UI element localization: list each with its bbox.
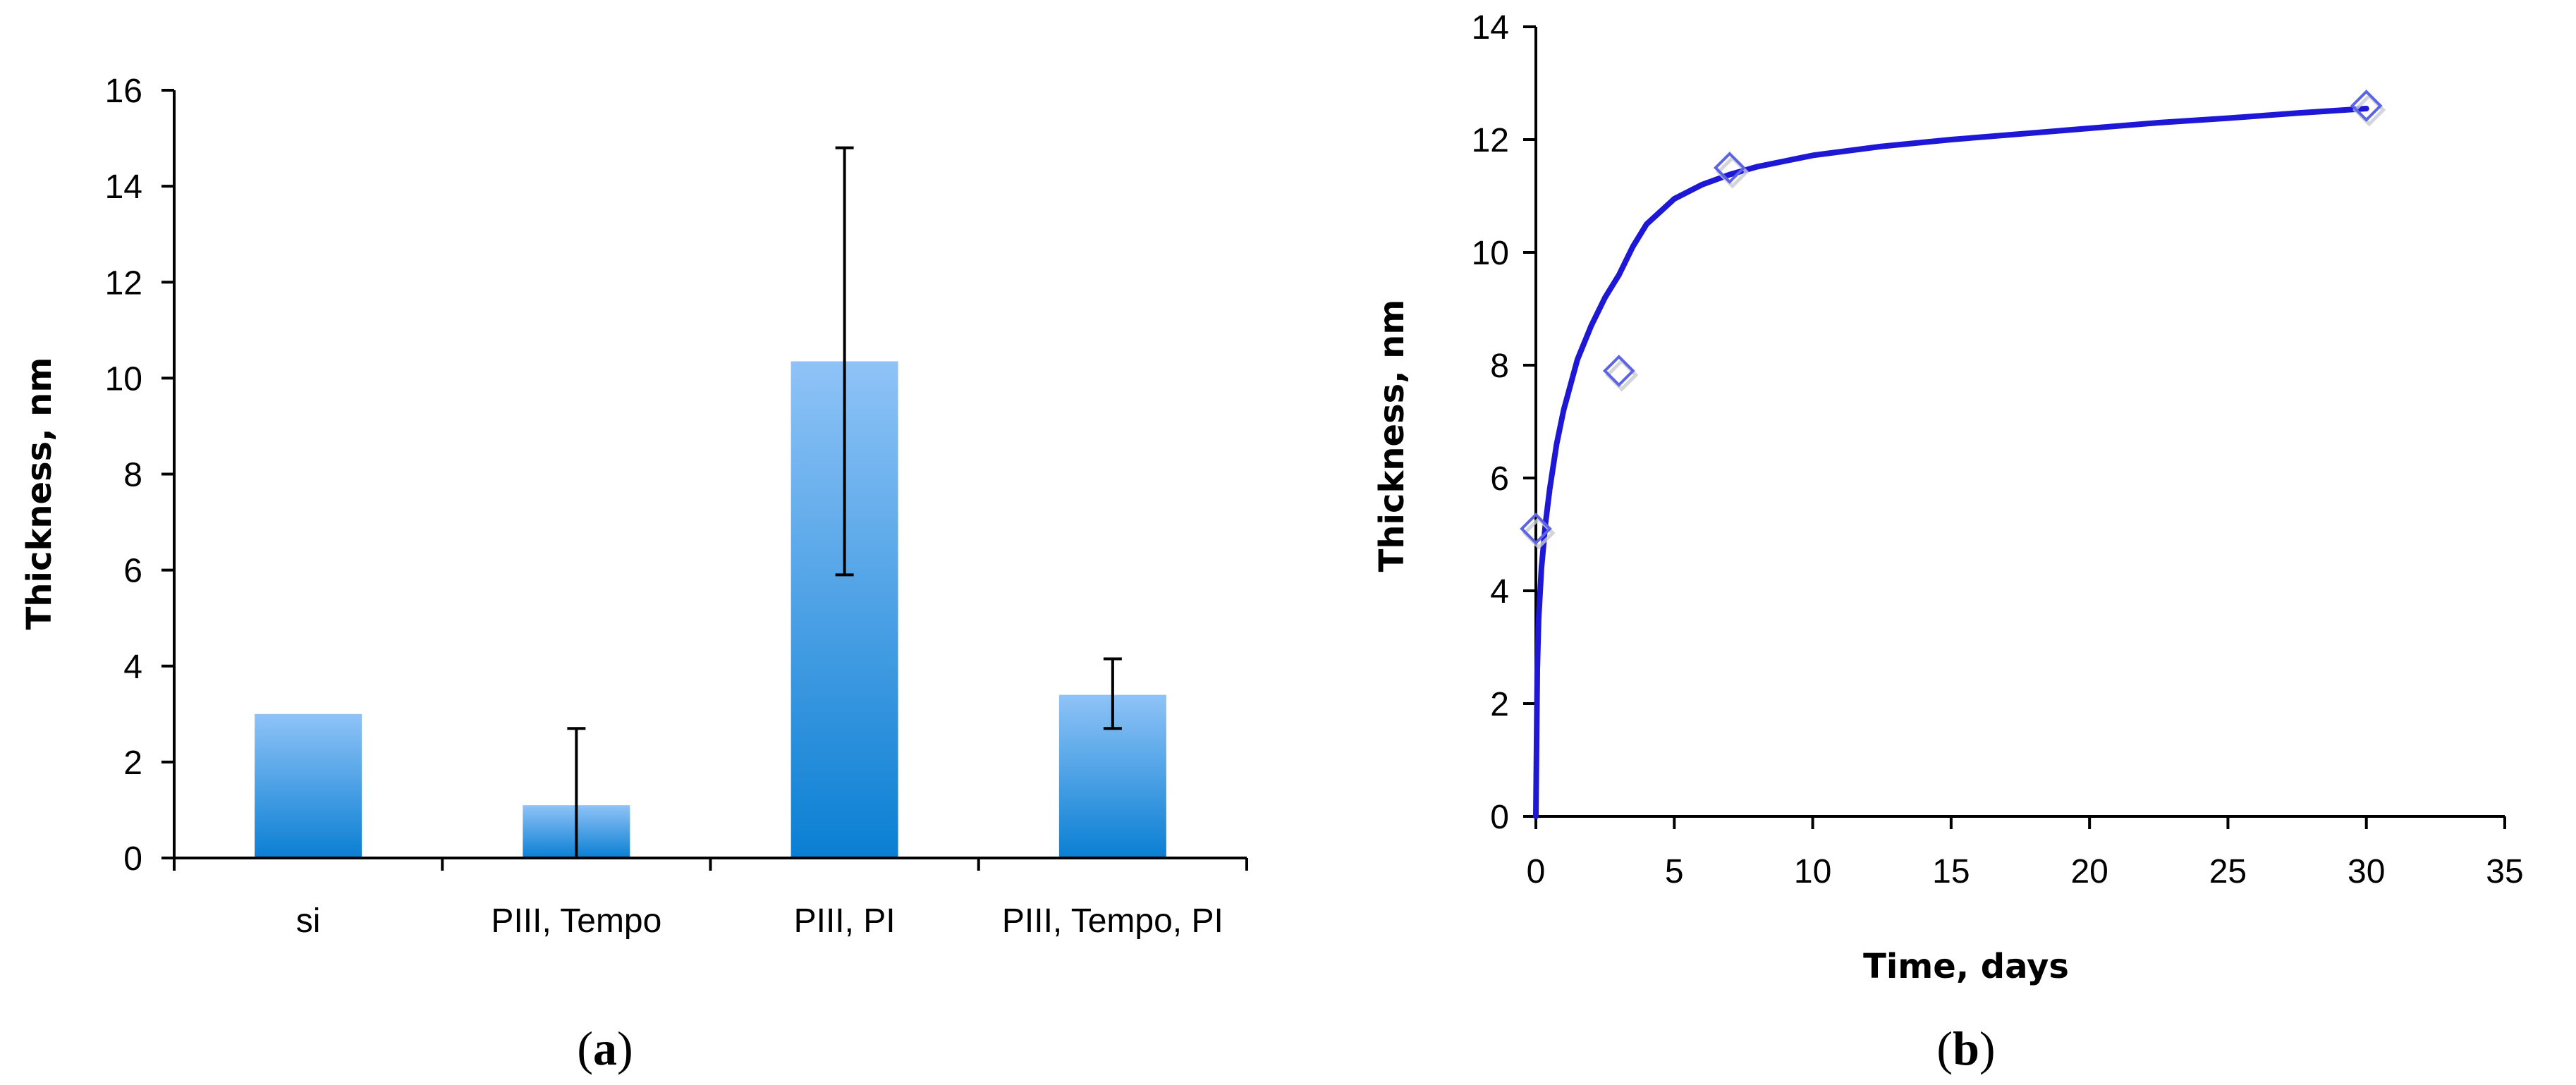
bar-chart-y-tick-label: 6	[123, 553, 142, 590]
scatter-chart-y-tick-label: 2	[1490, 686, 1509, 723]
scatter-chart-y-tick-label: 0	[1490, 799, 1509, 836]
bar-chart-y-tick-label: 2	[123, 744, 142, 782]
scatter-chart-x-tick-label: 20	[2070, 853, 2108, 890]
scatter-chart-y-tick-label: 14	[1472, 9, 1509, 47]
bar-chart-y-tick-label: 12	[105, 264, 142, 302]
scatter-chart-x-tick-label: 35	[2486, 853, 2523, 890]
bar-chart-x-tick-label: PIII, Tempo, PI	[1002, 902, 1223, 940]
scatter-chart-panel-label: (b)	[1936, 1022, 1995, 1075]
scatter-chart-fit-curve	[1533, 106, 2369, 819]
scatter-chart-x-axis-ticks: 0 5 10 15 20 25 30 35	[1527, 816, 2524, 890]
scatter-chart-y-axis-title: Thickness, nm	[1372, 300, 1412, 572]
scatter-point	[1520, 513, 1552, 545]
bar-chart-panel-label: (a)	[577, 1022, 633, 1075]
scatter-chart-y-tick-label: 10	[1472, 235, 1509, 272]
scatter-chart-x-axis-title: Time, days	[1863, 947, 2069, 986]
bar-chart-x-tick-label: si	[296, 902, 321, 940]
scatter-point	[1713, 152, 1746, 184]
scatter-point	[1602, 355, 1635, 387]
scatter-chart-y-tick-label: 8	[1490, 348, 1509, 385]
bar-chart-y-tick-label: 10	[105, 360, 142, 398]
scatter-chart-points	[1520, 90, 2386, 550]
scatter-point	[2350, 90, 2383, 122]
bar-chart-y-tick-label: 16	[105, 73, 142, 110]
bar-chart-x-tick-label: PIII, Tempo	[491, 902, 661, 940]
scatter-chart-x-tick-label: 30	[2348, 853, 2385, 890]
bar-chart-y-tick-label: 4	[123, 649, 142, 686]
scatter-chart-panel-b: 0 2 4 6 8 10 12 14 0 5 10 15 20 25 30 35 Thickness, nm…	[1372, 9, 2524, 1075]
bar-chart-y-tick-label: 0	[123, 840, 142, 878]
bar-chart-y-tick-label: 8	[123, 457, 142, 494]
scatter-chart-x-tick-label: 5	[1665, 853, 1684, 890]
scatter-chart-x-tick-label: 15	[1932, 853, 1970, 890]
bar	[255, 713, 362, 858]
bar-chart-x-tick-label: PIII, PI	[794, 902, 896, 940]
scatter-chart-y-tick-label: 6	[1490, 460, 1509, 498]
bar-chart-bars	[255, 361, 1166, 858]
bar-chart-panel-a: 0 2 4 6 8 10 12 14 16 si PIII, Tempo PIII, PI PIII,…	[20, 73, 1248, 1075]
scatter-chart-y-tick-label: 12	[1472, 122, 1509, 159]
bar-chart-y-axis-ticks: 0 2 4 6 8 10 12 14 16	[105, 73, 174, 878]
scatter-chart-y-axis-ticks: 0 2 4 6 8 10 12 14	[1472, 9, 1536, 836]
scatter-chart-x-tick-label: 25	[2209, 853, 2247, 890]
scatter-chart-x-tick-label: 10	[1794, 853, 1831, 890]
bar-chart-x-axis-ticks: si PIII, Tempo PIII, PI PIII, Tempo, PI	[173, 858, 1248, 940]
bar-chart-error-bars	[567, 146, 1122, 859]
scatter-chart-x-tick-label: 0	[1527, 853, 1546, 890]
bar-chart-y-axis-title: Thickness, nm	[20, 357, 59, 630]
scatter-chart-y-tick-label: 4	[1490, 573, 1509, 611]
bar-chart-y-tick-label: 14	[105, 168, 142, 206]
